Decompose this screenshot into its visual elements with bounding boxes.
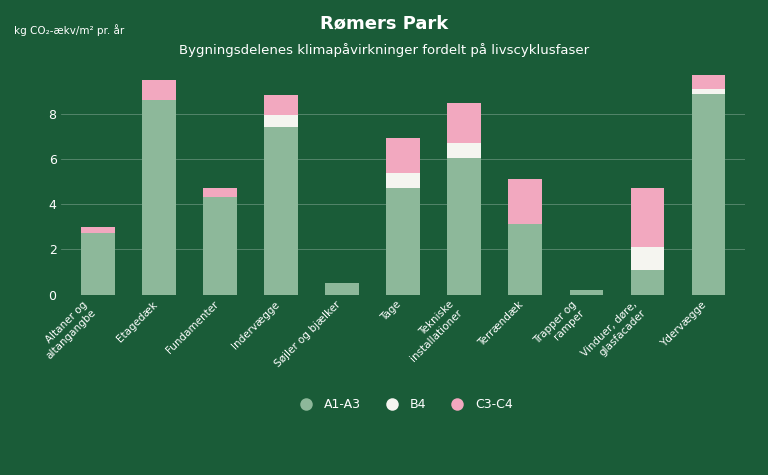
Bar (326, 283, 359, 294)
Text: kg CO₂-ækv/m² pr. år: kg CO₂-ækv/m² pr. år (14, 24, 124, 36)
Bar (81, 233, 115, 294)
Bar (142, 80, 176, 100)
Bar (264, 114, 298, 127)
Bar (508, 179, 542, 224)
Bar (386, 138, 420, 173)
Bar (386, 173, 420, 188)
Bar (386, 188, 420, 294)
Bar (631, 270, 664, 294)
Bar (448, 143, 481, 158)
Bar (631, 188, 664, 247)
Text: Rømers Park: Rømers Park (320, 14, 448, 32)
Bar (631, 247, 664, 270)
Bar (204, 188, 237, 197)
Legend: A1-A3, B4, C3-C4: A1-A3, B4, C3-C4 (289, 393, 518, 417)
Bar (691, 95, 725, 294)
Bar (570, 290, 603, 294)
Bar (691, 75, 725, 89)
Bar (448, 104, 481, 143)
Text: Bygningsdelenes klimapåvirkninger fordelt på livscyklusfaser: Bygningsdelenes klimapåvirkninger fordel… (179, 43, 589, 57)
Bar (508, 224, 542, 294)
Bar (81, 227, 115, 233)
Bar (264, 95, 298, 114)
Bar (142, 100, 176, 294)
Bar (264, 127, 298, 294)
Bar (691, 89, 725, 95)
Bar (204, 197, 237, 294)
Bar (448, 158, 481, 294)
